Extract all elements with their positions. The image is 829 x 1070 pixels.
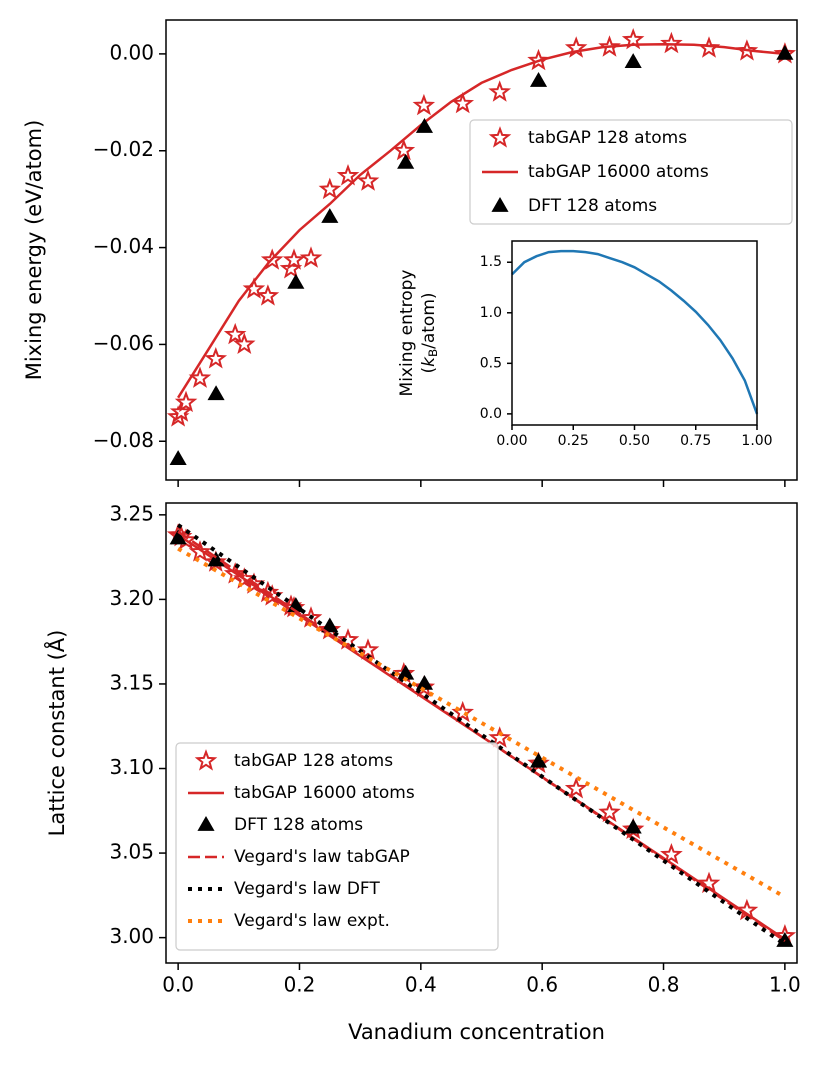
star-marker xyxy=(242,277,266,299)
triangle-marker xyxy=(397,664,415,680)
triangle-marker xyxy=(197,816,215,831)
star-marker xyxy=(660,31,683,54)
label-part: /atom) xyxy=(419,292,439,348)
axes-frame xyxy=(165,502,798,964)
star-marker xyxy=(282,248,306,270)
legend-box xyxy=(469,119,793,225)
triangle-marker xyxy=(169,529,187,545)
triangle-marker xyxy=(415,118,434,133)
star-marker xyxy=(194,749,218,771)
legend-box xyxy=(175,742,499,951)
label-part: k xyxy=(419,356,439,367)
x-tick-label: 0.2 xyxy=(284,973,316,997)
star-marker xyxy=(412,93,436,116)
y-axis-label: (kB/atom) xyxy=(419,292,440,373)
plot-area xyxy=(512,241,757,425)
label-part: B xyxy=(426,349,440,357)
triangle-marker xyxy=(207,551,225,567)
star-marker xyxy=(299,246,323,268)
x-tick-label: 0.8 xyxy=(648,973,680,997)
y-tick-label: 3.15 xyxy=(109,670,154,694)
star-marker xyxy=(356,169,380,191)
y-tick-label: −0.04 xyxy=(93,234,154,258)
star-marker xyxy=(598,800,621,823)
triangle-marker xyxy=(169,450,187,466)
y-tick-label: 0.5 xyxy=(480,355,502,371)
star-marker xyxy=(336,163,360,186)
legend-label: tabGAP 16000 atoms xyxy=(234,783,415,803)
triangle-marker xyxy=(491,197,509,212)
x-tick-label: 0.75 xyxy=(680,433,711,449)
x-tick-label: 1.0 xyxy=(769,973,801,997)
x-tick-label: 0.50 xyxy=(619,433,650,449)
triangle-marker xyxy=(624,53,642,68)
star-marker xyxy=(488,726,512,748)
series-line xyxy=(177,530,786,943)
triangle-marker xyxy=(529,72,548,87)
triangle-marker xyxy=(207,385,225,401)
star-marker xyxy=(204,347,228,369)
triangle-marker xyxy=(397,153,415,169)
y-axis-label: Mixing energy (eV/atom) xyxy=(22,120,46,381)
star-marker xyxy=(564,776,588,799)
y-tick-label: 3.20 xyxy=(109,586,154,610)
legend-label: Vegard's law DFT xyxy=(234,879,380,899)
label-part: ( xyxy=(419,367,439,374)
x-axis-label: Vanadium concentration xyxy=(348,1020,605,1044)
y-tick-label: −0.08 xyxy=(93,428,154,452)
y-tick-label: −0.02 xyxy=(93,137,154,161)
legend-label: DFT 128 atoms xyxy=(528,196,657,216)
series-line xyxy=(177,546,786,899)
star-marker xyxy=(188,540,212,562)
legend-label: tabGAP 128 atoms xyxy=(528,128,687,148)
star-marker xyxy=(318,177,342,200)
star-marker xyxy=(256,284,280,306)
y-tick-label: 3.00 xyxy=(109,924,154,948)
triangle-marker xyxy=(415,674,434,690)
x-tick-label: 0.25 xyxy=(558,433,589,449)
x-tick-label: 0.4 xyxy=(405,973,437,997)
y-tick-label: 0.0 xyxy=(480,406,502,422)
y-tick-label: −0.06 xyxy=(93,331,154,355)
axes-frame xyxy=(165,19,798,481)
star-marker xyxy=(451,91,475,114)
series-line xyxy=(176,523,787,947)
star-marker xyxy=(174,390,198,413)
x-tick-label: 0.6 xyxy=(526,973,558,997)
star-marker xyxy=(488,80,512,102)
triangle-marker xyxy=(624,818,642,834)
triangle-marker xyxy=(321,208,339,223)
legend-label: DFT 128 atoms xyxy=(234,815,363,835)
x-tick-label: 0.00 xyxy=(496,433,527,449)
x-tick-label: 1.00 xyxy=(741,433,772,449)
y-tick-label: 0.00 xyxy=(109,40,154,64)
triangle-marker xyxy=(776,44,794,60)
y-tick-label: 3.05 xyxy=(109,840,154,864)
star-marker xyxy=(169,400,193,422)
y-axis-label: Mixing entropy xyxy=(397,270,417,397)
x-tick-label: 0.0 xyxy=(162,973,194,997)
triangle-marker xyxy=(287,273,305,289)
star-marker xyxy=(488,126,512,148)
star-marker xyxy=(336,628,360,650)
y-tick-label: 1.0 xyxy=(480,305,502,321)
series-line xyxy=(177,42,786,399)
legend-label: Vegard's law expt. xyxy=(234,911,390,931)
series-line xyxy=(511,249,759,415)
star-marker xyxy=(392,138,416,161)
legend-label: Vegard's law tabGAP xyxy=(234,847,410,867)
star-marker xyxy=(356,638,380,660)
legend-label: tabGAP 16000 atoms xyxy=(528,162,709,182)
legend-label: tabGAP 128 atoms xyxy=(234,751,393,771)
y-tick-label: 1.5 xyxy=(480,254,502,270)
star-marker xyxy=(232,332,256,355)
y-axis-label: Lattice constant (Å) xyxy=(43,630,69,837)
y-tick-label: 3.10 xyxy=(109,755,154,779)
triangle-marker xyxy=(529,752,548,768)
star-marker xyxy=(223,322,247,345)
y-tick-label: 3.25 xyxy=(109,501,154,525)
star-marker xyxy=(660,842,683,865)
